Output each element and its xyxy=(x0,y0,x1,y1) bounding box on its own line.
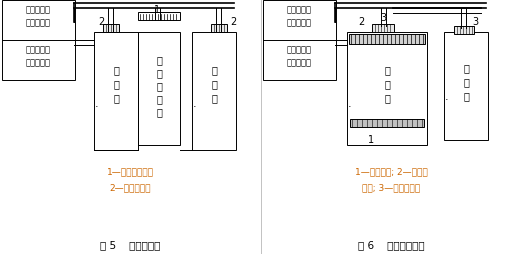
Text: 3: 3 xyxy=(380,13,386,23)
Bar xyxy=(349,34,425,44)
Text: 3: 3 xyxy=(472,17,478,27)
Bar xyxy=(350,119,424,127)
Text: 1—垂直层流罩；: 1—垂直层流罩； xyxy=(106,167,153,177)
Text: 级: 级 xyxy=(463,77,469,87)
Text: 百: 百 xyxy=(384,65,390,75)
Text: 接组合式空: 接组合式空 xyxy=(287,45,312,55)
Text: 2: 2 xyxy=(358,17,364,27)
Text: 调器回风管: 调器回风管 xyxy=(287,58,312,68)
Text: ·: · xyxy=(95,102,99,112)
Text: 滤器; 3—高效送风口: 滤器; 3—高效送风口 xyxy=(362,183,420,193)
Text: ·: · xyxy=(445,95,449,105)
Bar xyxy=(347,32,427,145)
Text: 2: 2 xyxy=(230,17,236,27)
Text: 万: 万 xyxy=(211,65,217,75)
Text: 部: 部 xyxy=(156,68,162,78)
Bar xyxy=(372,24,394,32)
Bar xyxy=(211,24,227,32)
Text: 1: 1 xyxy=(154,5,160,15)
Text: 接组合式空: 接组合式空 xyxy=(26,6,51,14)
Text: 区: 区 xyxy=(463,91,469,101)
Text: 级: 级 xyxy=(211,79,217,89)
Bar xyxy=(94,32,138,150)
Text: 区: 区 xyxy=(211,93,217,103)
Text: 区: 区 xyxy=(156,107,162,117)
Text: ·: · xyxy=(348,102,352,112)
Text: 区: 区 xyxy=(113,93,119,103)
Text: 调器回风管: 调器回风管 xyxy=(26,58,51,68)
Bar xyxy=(444,32,488,140)
Text: 级: 级 xyxy=(156,94,162,104)
Text: 级: 级 xyxy=(384,79,390,89)
Text: 接组合式空: 接组合式空 xyxy=(287,6,312,14)
Bar xyxy=(138,12,180,20)
Text: 2—高效送风口: 2—高效送风口 xyxy=(109,183,151,193)
Text: 2: 2 xyxy=(98,17,104,27)
Text: 万: 万 xyxy=(113,65,119,75)
Text: 接组合式空: 接组合式空 xyxy=(26,45,51,55)
Text: 1: 1 xyxy=(368,135,374,145)
Bar xyxy=(2,0,75,80)
Text: 万: 万 xyxy=(463,63,469,73)
Bar xyxy=(103,24,119,32)
Bar xyxy=(454,26,474,34)
Bar xyxy=(192,32,236,150)
Text: ·: · xyxy=(193,102,197,112)
Text: 级: 级 xyxy=(113,79,119,89)
Text: 调器送风管: 调器送风管 xyxy=(287,19,312,27)
Text: 局: 局 xyxy=(156,55,162,65)
Bar xyxy=(138,32,180,145)
Text: 图 5    设围档送风: 图 5 设围档送风 xyxy=(100,240,160,250)
Text: 图 6    格栅地板回风: 图 6 格栅地板回风 xyxy=(358,240,424,250)
Text: 百: 百 xyxy=(156,81,162,91)
Text: 1—格栅地板; 2—风机过: 1—格栅地板; 2—风机过 xyxy=(354,167,428,177)
Text: 区: 区 xyxy=(384,93,390,103)
Bar xyxy=(263,0,336,80)
Text: 调器送风管: 调器送风管 xyxy=(26,19,51,27)
